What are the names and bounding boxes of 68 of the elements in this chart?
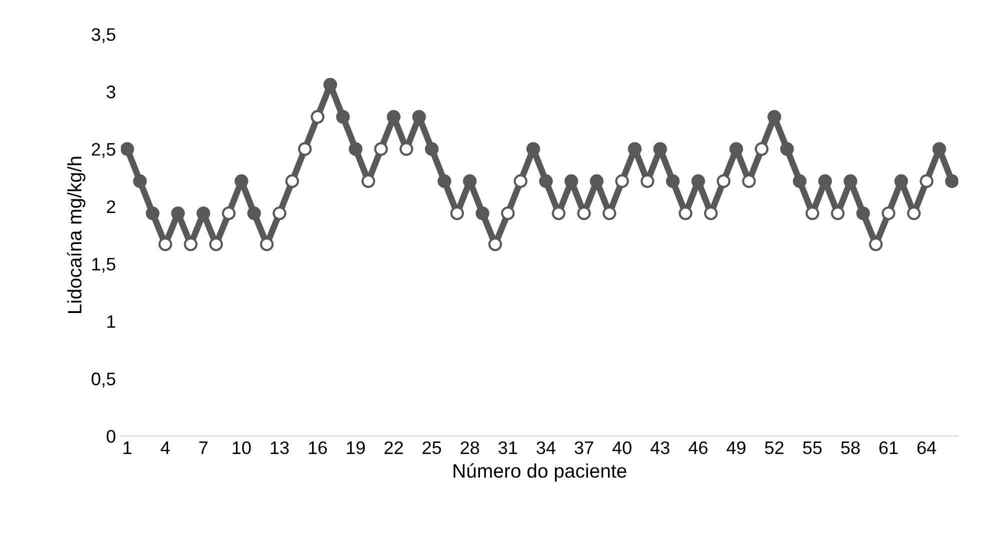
x-tick-label: 64 bbox=[917, 441, 936, 454]
point bbox=[716, 174, 730, 188]
point bbox=[424, 142, 439, 156]
x-tick-label: 37 bbox=[574, 441, 594, 454]
point bbox=[640, 174, 654, 188]
x-tick-label: 16 bbox=[308, 441, 327, 454]
x-tick-label: 61 bbox=[879, 441, 898, 454]
point bbox=[882, 206, 896, 220]
point bbox=[336, 110, 350, 124]
point bbox=[133, 174, 147, 188]
y-tick-label: 2 bbox=[106, 200, 116, 213]
x-tick-label: 52 bbox=[765, 441, 784, 454]
point bbox=[514, 174, 528, 188]
y-tick-label: 1,5 bbox=[92, 258, 116, 273]
point bbox=[361, 174, 376, 188]
y-axis-title: Lidocaína mg/kg/h bbox=[67, 156, 86, 313]
point bbox=[729, 142, 744, 156]
x-tick-label: 43 bbox=[650, 441, 670, 454]
point bbox=[742, 174, 756, 188]
x-tick-label: 55 bbox=[803, 442, 822, 454]
point bbox=[628, 142, 642, 156]
y-tick-label: 0 bbox=[106, 430, 116, 443]
x-tick-label: 25 bbox=[422, 441, 442, 454]
point bbox=[285, 174, 300, 188]
x-tick-label: 4 bbox=[160, 442, 170, 454]
point bbox=[247, 206, 261, 220]
point bbox=[374, 142, 388, 156]
point bbox=[653, 142, 667, 156]
point bbox=[348, 142, 362, 156]
x-tick-label: 46 bbox=[688, 441, 708, 454]
point bbox=[501, 206, 515, 220]
point bbox=[780, 142, 794, 156]
y-tick-label: 2,5 bbox=[92, 142, 116, 158]
point bbox=[298, 142, 312, 156]
point bbox=[438, 174, 452, 188]
point bbox=[120, 142, 134, 156]
point bbox=[539, 174, 553, 188]
x-tick-label: 22 bbox=[384, 441, 403, 454]
point bbox=[272, 206, 286, 220]
x-tick-label: 28 bbox=[460, 441, 480, 454]
x-tick-label: 10 bbox=[232, 441, 251, 454]
point bbox=[476, 206, 490, 220]
x-axis-title: Número do paciente bbox=[454, 463, 626, 482]
point bbox=[945, 174, 958, 188]
x-tick-label: 34 bbox=[536, 441, 556, 454]
point bbox=[400, 142, 414, 156]
x-tick-label: 31 bbox=[498, 441, 518, 454]
point bbox=[310, 110, 324, 124]
x-tick-label: 49 bbox=[726, 441, 746, 454]
x-tick-label: 7 bbox=[199, 442, 208, 454]
point bbox=[856, 206, 870, 220]
y-tick-label: 3,5 bbox=[92, 28, 116, 44]
x-tick-label: 58 bbox=[841, 441, 860, 454]
point bbox=[222, 206, 236, 220]
x-tick-label: 13 bbox=[270, 441, 289, 454]
x-tick-label: 1 bbox=[124, 442, 132, 454]
point bbox=[792, 174, 807, 188]
y-tick-label: 3 bbox=[106, 86, 116, 98]
point bbox=[146, 206, 160, 220]
point bbox=[615, 174, 629, 188]
y-tick-label: 0,5 bbox=[92, 372, 116, 388]
y-tick-label: 1 bbox=[107, 315, 116, 328]
x-tick-label: 40 bbox=[612, 441, 632, 454]
x-tick-label: 19 bbox=[346, 441, 365, 454]
point bbox=[666, 174, 680, 188]
point bbox=[754, 142, 768, 156]
point bbox=[920, 174, 934, 188]
point bbox=[526, 142, 540, 156]
